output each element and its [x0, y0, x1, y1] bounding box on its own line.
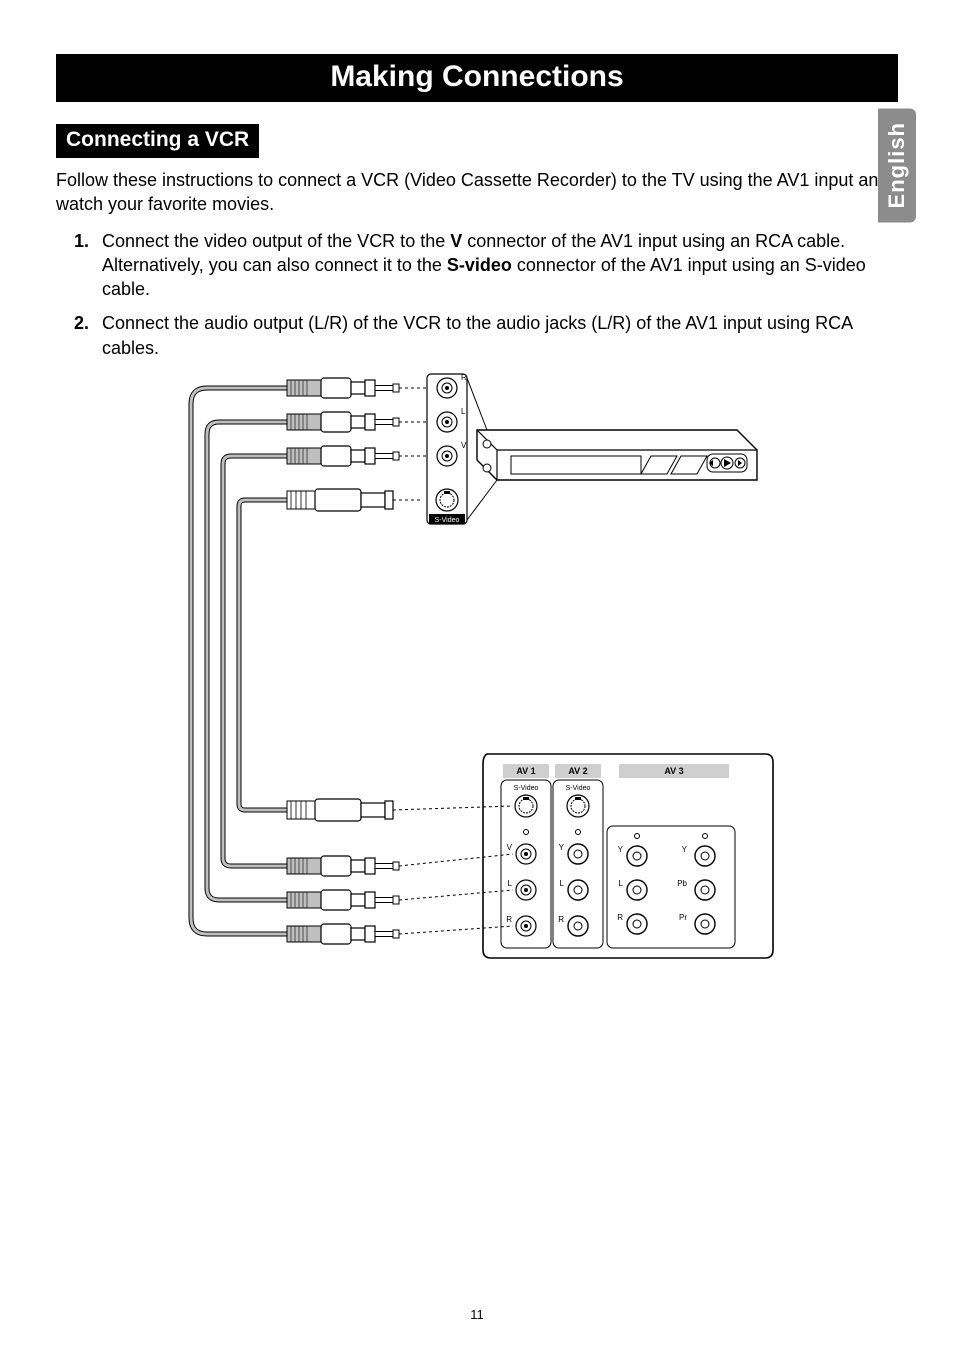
intro-text: Follow these instructions to connect a V…: [56, 168, 898, 217]
jack-label: L: [560, 879, 565, 888]
jack-label: Y: [559, 843, 565, 852]
jack-label: R: [558, 915, 564, 924]
jack-label-l: L: [461, 407, 466, 416]
jack-label: L: [508, 879, 513, 888]
jack-label: Y: [618, 845, 624, 854]
section-heading: Connecting a VCR: [56, 124, 259, 158]
av-header: AV 3: [664, 766, 683, 776]
jack-label: Pb: [677, 879, 687, 888]
step-bold: S-video: [447, 255, 512, 275]
jack-label: R: [617, 913, 623, 922]
page-number: 11: [0, 1307, 954, 1322]
step-text: Connect the video output of the VCR to t…: [102, 231, 450, 251]
jack-label: V: [507, 843, 513, 852]
step-number: 2.: [74, 311, 89, 335]
connection-diagram: R L V S-Video AV 1 AV 2 AV 3 S-Video: [177, 370, 777, 960]
av-header: AV 1: [516, 766, 535, 776]
page-title: Making Connections: [56, 54, 898, 102]
step-2: 2. Connect the audio output (L/R) of the…: [80, 311, 898, 360]
jack-label: Pr: [679, 913, 687, 922]
svideo-label: S-Video: [566, 785, 591, 792]
jack-label-v: V: [461, 441, 467, 450]
jack-label: Y: [682, 845, 688, 854]
instruction-steps: 1. Connect the video output of the VCR t…: [56, 229, 898, 360]
jack-label-svideo: S-Video: [435, 517, 460, 524]
jack-label: R: [506, 915, 512, 924]
jack-label: L: [619, 879, 624, 888]
step-1: 1. Connect the video output of the VCR t…: [80, 229, 898, 302]
av-header: AV 2: [568, 766, 587, 776]
jack-label-r: R: [461, 373, 467, 382]
step-bold: V: [450, 231, 462, 251]
step-number: 1.: [74, 229, 89, 253]
svideo-label: S-Video: [514, 785, 539, 792]
language-tab: English: [878, 108, 916, 222]
step-text: Connect the audio output (L/R) of the VC…: [102, 313, 852, 357]
